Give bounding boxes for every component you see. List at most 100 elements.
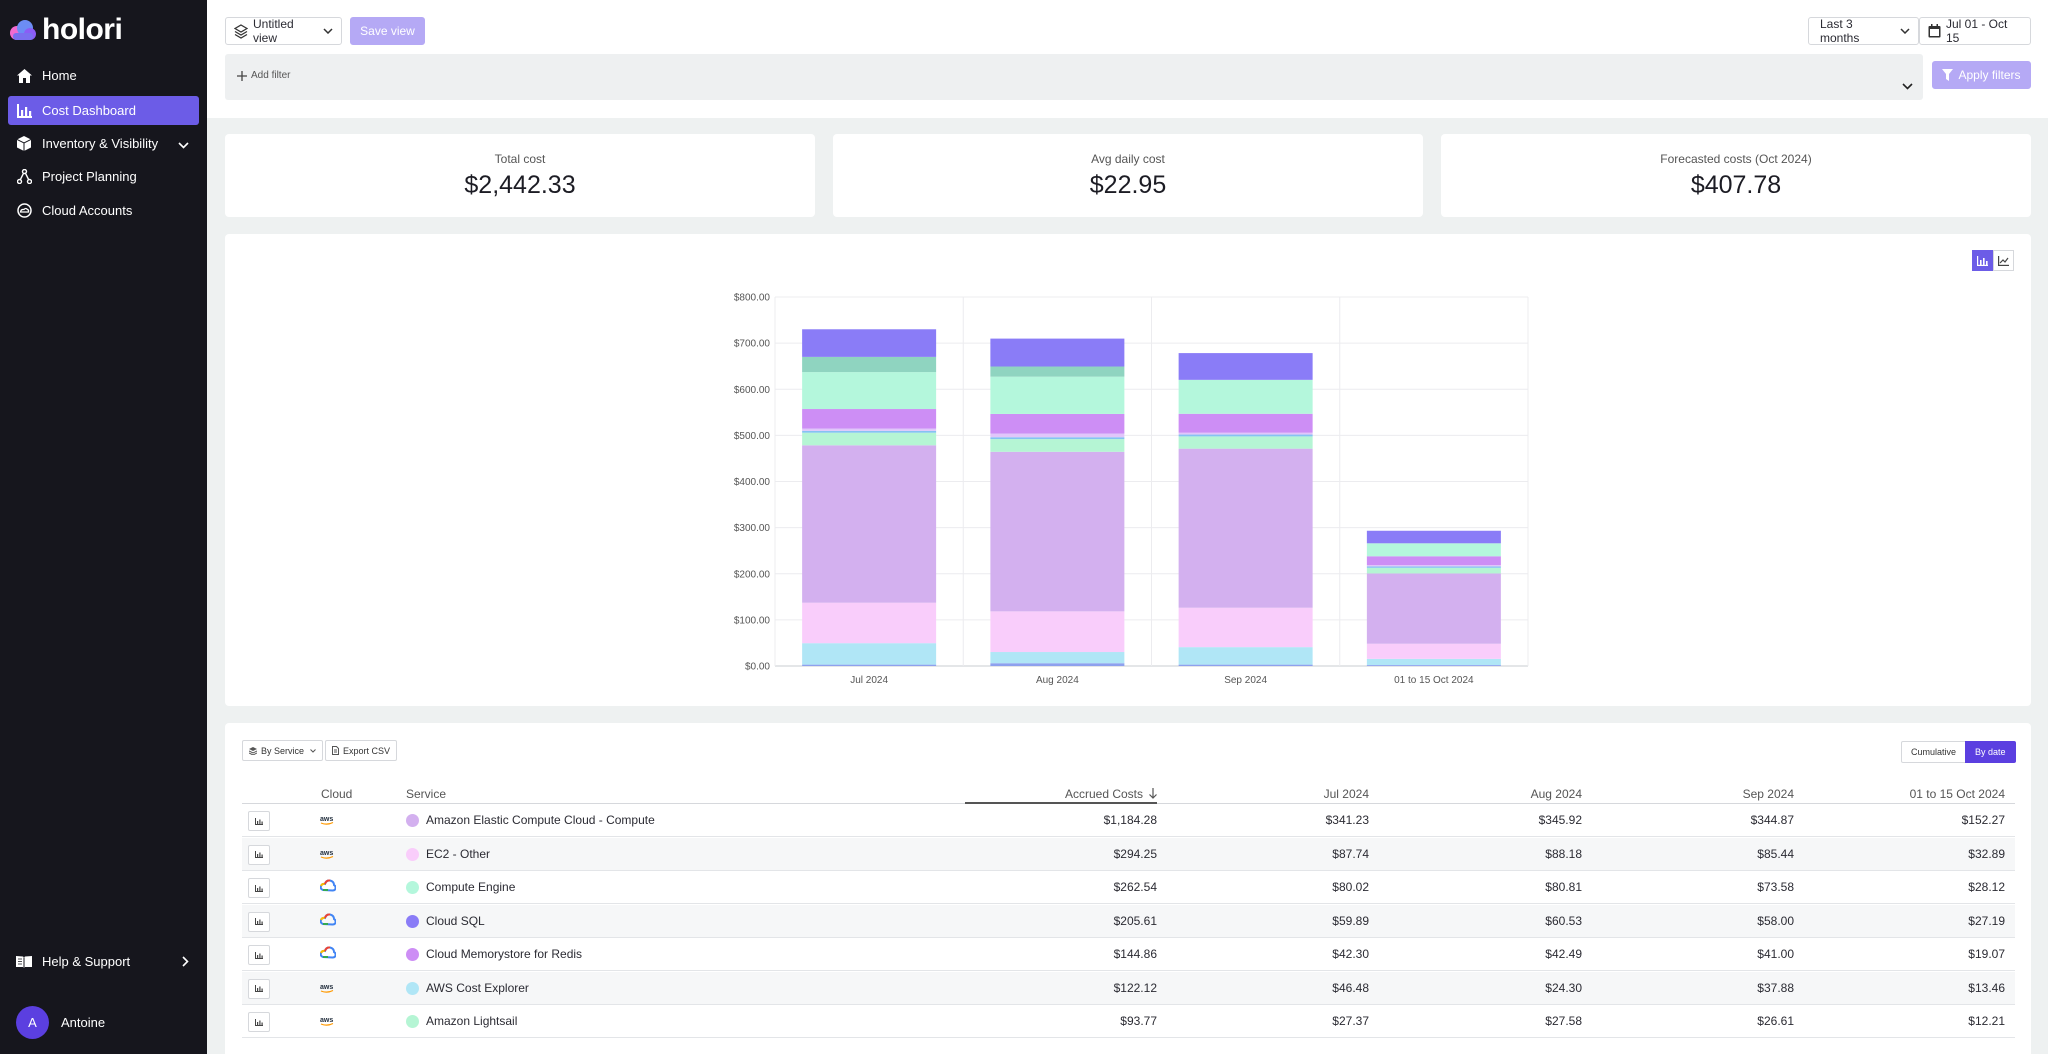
- bar-segment: [1366, 567, 1501, 574]
- sidebar-item-project-planning[interactable]: Project Planning: [8, 162, 199, 191]
- row-chart-button[interactable]: [248, 911, 270, 932]
- table-row[interactable]: aws Amazon Elastic Compute Cloud - Comput…: [242, 804, 2015, 837]
- cost-aug: $42.49: [1545, 947, 1582, 961]
- cost-oct: $19.07: [1968, 947, 2005, 961]
- cost-jul: $80.02: [1332, 880, 1369, 894]
- bar-segment: [802, 445, 937, 603]
- column-header-service[interactable]: Service: [406, 787, 447, 801]
- bar-segment: [1366, 530, 1501, 544]
- cost-accrued: $1,184.28: [1103, 813, 1157, 827]
- bar-chart-icon: [255, 985, 263, 992]
- column-header-accrued-costs[interactable]: Accrued Costs: [965, 787, 1157, 801]
- line-chart-icon: [1998, 255, 2009, 266]
- bar-segment: [1366, 543, 1501, 557]
- row-chart-button[interactable]: [248, 811, 270, 831]
- cost-jul: $27.37: [1332, 1014, 1369, 1028]
- view-selector[interactable]: Untitled view: [225, 17, 342, 45]
- group-by-label: By Service: [261, 745, 305, 756]
- table-row[interactable]: Compute Engine $262.54 $80.02 $80.81 $73.58 $…: [242, 871, 2015, 904]
- user-menu[interactable]: A Antoine: [16, 1006, 105, 1039]
- bar-segment: [802, 356, 937, 373]
- bar-segment: [802, 602, 937, 644]
- help-support-label: Help & Support: [42, 954, 131, 969]
- row-chart-button[interactable]: [248, 844, 270, 865]
- bar-segment: [1366, 665, 1501, 666]
- row-chart-button[interactable]: [248, 945, 270, 965]
- sidebar-item-home[interactable]: Home: [8, 61, 199, 90]
- cloud-circle-icon: [16, 203, 32, 219]
- by-date-toggle[interactable]: By date: [1965, 741, 2016, 763]
- service-color-dot: [406, 881, 419, 894]
- toolbar: Untitled view Save view Last 3 months Ju…: [207, 0, 2048, 118]
- cube-icon: [16, 136, 32, 152]
- sort-indicator-bar: [965, 802, 1157, 804]
- table-row[interactable]: Cloud SQL $205.61 $59.89 $60.53 $58.00 $27.19: [242, 904, 2015, 938]
- service-color-dot: [406, 1015, 419, 1028]
- svg-text:aws: aws: [320, 984, 333, 991]
- group-by-dropdown[interactable]: By Service: [242, 740, 324, 761]
- row-chart-button[interactable]: [248, 878, 270, 898]
- google-cloud-logo-icon: [319, 912, 337, 931]
- sidebar-item-cost-dashboard[interactable]: Cost Dashboard: [8, 96, 199, 125]
- apply-filters-label: Apply filters: [1958, 68, 2021, 82]
- service-name: Cloud Memorystore for Redis: [426, 947, 583, 961]
- apply-filters-button[interactable]: Apply filters: [1932, 61, 2031, 89]
- service-name: Compute Engine: [426, 880, 516, 894]
- row-chart-button[interactable]: [248, 1012, 270, 1032]
- x-tick-label: 01 to 15 Oct 2024: [1394, 675, 1474, 686]
- date-range-dropdown[interactable]: Last 3 months: [1808, 17, 1919, 45]
- chevron-down-icon[interactable]: [178, 137, 189, 152]
- bar-segment: [1366, 556, 1501, 566]
- layers-icon: [234, 23, 248, 39]
- date-range-label: Last 3 months: [1820, 17, 1860, 45]
- cost-oct: $152.27: [1961, 813, 2005, 827]
- table-row[interactable]: aws Amazon Lightsail $93.77 $27.37 $27.58 $26…: [242, 1005, 2015, 1038]
- column-header-jul-2024[interactable]: Jul 2024: [1323, 787, 1369, 801]
- sidebar-item-inventory-visibility[interactable]: Inventory & Visibility: [8, 129, 199, 158]
- bar-chart-icon: [255, 851, 263, 858]
- x-tick-label: Jul 2024: [850, 675, 888, 686]
- holori-logo[interactable]: holori: [8, 10, 123, 50]
- bar-chart-toggle[interactable]: [1972, 250, 1993, 271]
- bar-segment: [802, 643, 937, 665]
- export-csv-button[interactable]: Export CSV: [325, 740, 398, 761]
- column-header-label: Accrued Costs: [1064, 787, 1143, 801]
- cost-sep: $85.44: [1757, 846, 1794, 861]
- bar-segment: [990, 439, 1125, 452]
- save-view-button[interactable]: Save view: [350, 17, 425, 45]
- date-picker[interactable]: Jul 01 - Oct 15: [1919, 17, 2031, 45]
- column-header-aug-2024[interactable]: Aug 2024: [1530, 787, 1582, 801]
- bar-segment: [802, 409, 937, 429]
- column-header-sep-2024[interactable]: Sep 2024: [1742, 787, 1794, 801]
- view-selector-label: Untitled view: [253, 17, 294, 45]
- sidebar-item-cloud-accounts[interactable]: Cloud Accounts: [8, 196, 199, 225]
- svg-text:aws: aws: [320, 1017, 333, 1024]
- cost-accrued: $144.86: [1113, 947, 1157, 961]
- add-filter-label: Add filter: [251, 70, 291, 81]
- chevron-right-icon[interactable]: [182, 955, 189, 970]
- cost-jul: $341.23: [1325, 813, 1369, 827]
- bar-segment: [1366, 658, 1501, 666]
- bar-segment: [1366, 565, 1501, 567]
- line-chart-toggle[interactable]: [1993, 250, 2014, 271]
- holori-cloud-logo-icon: [10, 20, 36, 40]
- column-header-oct-2024[interactable]: 01 to 15 Oct 2024: [1909, 787, 2005, 801]
- bar-segment: [1178, 432, 1313, 435]
- column-header-cloud[interactable]: Cloud: [321, 787, 353, 801]
- row-chart-button[interactable]: [248, 978, 270, 999]
- bar-segment: [1178, 664, 1313, 666]
- table-row[interactable]: aws EC2 - Other $294.25 $87.74 $88.18 $85.44 $…: [242, 837, 2015, 871]
- add-filter-button[interactable]: Add filter: [237, 70, 290, 81]
- bar-segment: [990, 433, 1125, 438]
- bar-segment: [802, 428, 937, 431]
- chevron-down-icon[interactable]: [1902, 83, 1913, 90]
- y-tick-label: $200.00: [734, 569, 771, 580]
- table-row[interactable]: aws AWS Cost Explorer $122.12 $46.48 $24.30 $…: [242, 971, 2015, 1005]
- sidebar-item-label: Cloud Accounts: [42, 203, 133, 218]
- layers-icon: [249, 746, 257, 755]
- table-row[interactable]: Cloud Memorystore for Redis $144.86 $42.30…: [242, 938, 2015, 971]
- cost-jul: $42.30: [1332, 947, 1369, 961]
- cumulative-toggle[interactable]: Cumulative: [1901, 741, 1967, 763]
- bar-segment: [1178, 413, 1313, 433]
- sidebar-item-help-support[interactable]: Help & Support: [8, 947, 199, 976]
